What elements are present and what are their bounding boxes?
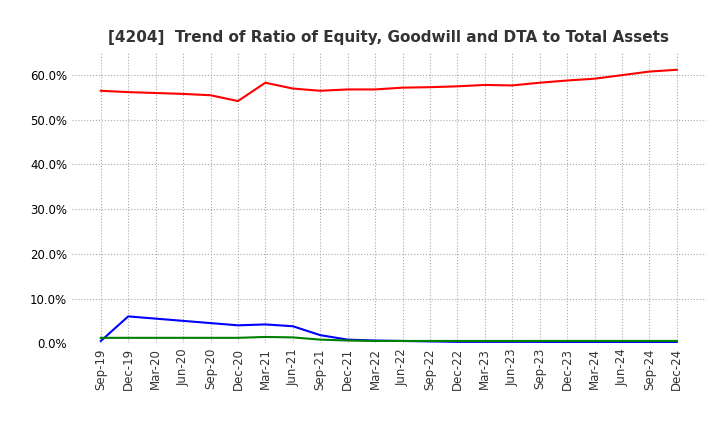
Equity: [343, 87, 352, 92]
Goodwill: [124, 314, 132, 319]
Goodwill: [151, 316, 160, 321]
Goodwill: [563, 340, 572, 345]
Goodwill: [645, 340, 654, 345]
Deferred Tax Assets: [618, 338, 626, 344]
Equity: [316, 88, 325, 93]
Equity: [672, 67, 681, 73]
Deferred Tax Assets: [96, 335, 105, 341]
Goodwill: [536, 339, 544, 345]
Goodwill: [343, 337, 352, 342]
Equity: [536, 80, 544, 85]
Equity: [645, 69, 654, 74]
Deferred Tax Assets: [453, 338, 462, 344]
Goodwill: [426, 339, 434, 344]
Goodwill: [672, 340, 681, 345]
Deferred Tax Assets: [206, 335, 215, 341]
Goodwill: [96, 338, 105, 344]
Goodwill: [289, 323, 297, 329]
Equity: [371, 87, 379, 92]
Goodwill: [398, 338, 407, 344]
Goodwill: [316, 333, 325, 338]
Equity: [289, 86, 297, 91]
Goodwill: [206, 320, 215, 326]
Deferred Tax Assets: [536, 338, 544, 344]
Goodwill: [261, 322, 270, 327]
Equity: [151, 90, 160, 95]
Equity: [453, 84, 462, 89]
Equity: [618, 73, 626, 78]
Line: Goodwill: Goodwill: [101, 316, 677, 342]
Deferred Tax Assets: [179, 335, 187, 341]
Goodwill: [508, 339, 516, 345]
Deferred Tax Assets: [151, 335, 160, 341]
Line: Equity: Equity: [101, 70, 677, 101]
Equity: [590, 76, 599, 81]
Deferred Tax Assets: [508, 338, 516, 344]
Deferred Tax Assets: [371, 338, 379, 344]
Equity: [179, 91, 187, 96]
Equity: [233, 99, 242, 104]
Equity: [206, 92, 215, 98]
Deferred Tax Assets: [563, 338, 572, 344]
Equity: [426, 84, 434, 90]
Goodwill: [453, 339, 462, 345]
Deferred Tax Assets: [343, 338, 352, 343]
Deferred Tax Assets: [316, 337, 325, 342]
Equity: [124, 89, 132, 95]
Deferred Tax Assets: [426, 338, 434, 344]
Goodwill: [590, 340, 599, 345]
Deferred Tax Assets: [233, 335, 242, 341]
Line: Deferred Tax Assets: Deferred Tax Assets: [101, 337, 677, 341]
Deferred Tax Assets: [289, 335, 297, 340]
Deferred Tax Assets: [398, 338, 407, 344]
Goodwill: [618, 340, 626, 345]
Goodwill: [480, 339, 489, 345]
Goodwill: [371, 338, 379, 343]
Equity: [261, 80, 270, 85]
Title: [4204]  Trend of Ratio of Equity, Goodwill and DTA to Total Assets: [4204] Trend of Ratio of Equity, Goodwil…: [108, 29, 670, 45]
Deferred Tax Assets: [645, 338, 654, 344]
Equity: [480, 82, 489, 88]
Deferred Tax Assets: [480, 338, 489, 344]
Deferred Tax Assets: [590, 338, 599, 344]
Deferred Tax Assets: [672, 338, 681, 344]
Deferred Tax Assets: [261, 334, 270, 340]
Equity: [96, 88, 105, 93]
Goodwill: [179, 318, 187, 323]
Goodwill: [233, 323, 242, 328]
Equity: [563, 78, 572, 83]
Deferred Tax Assets: [124, 335, 132, 341]
Equity: [398, 85, 407, 90]
Equity: [508, 83, 516, 88]
